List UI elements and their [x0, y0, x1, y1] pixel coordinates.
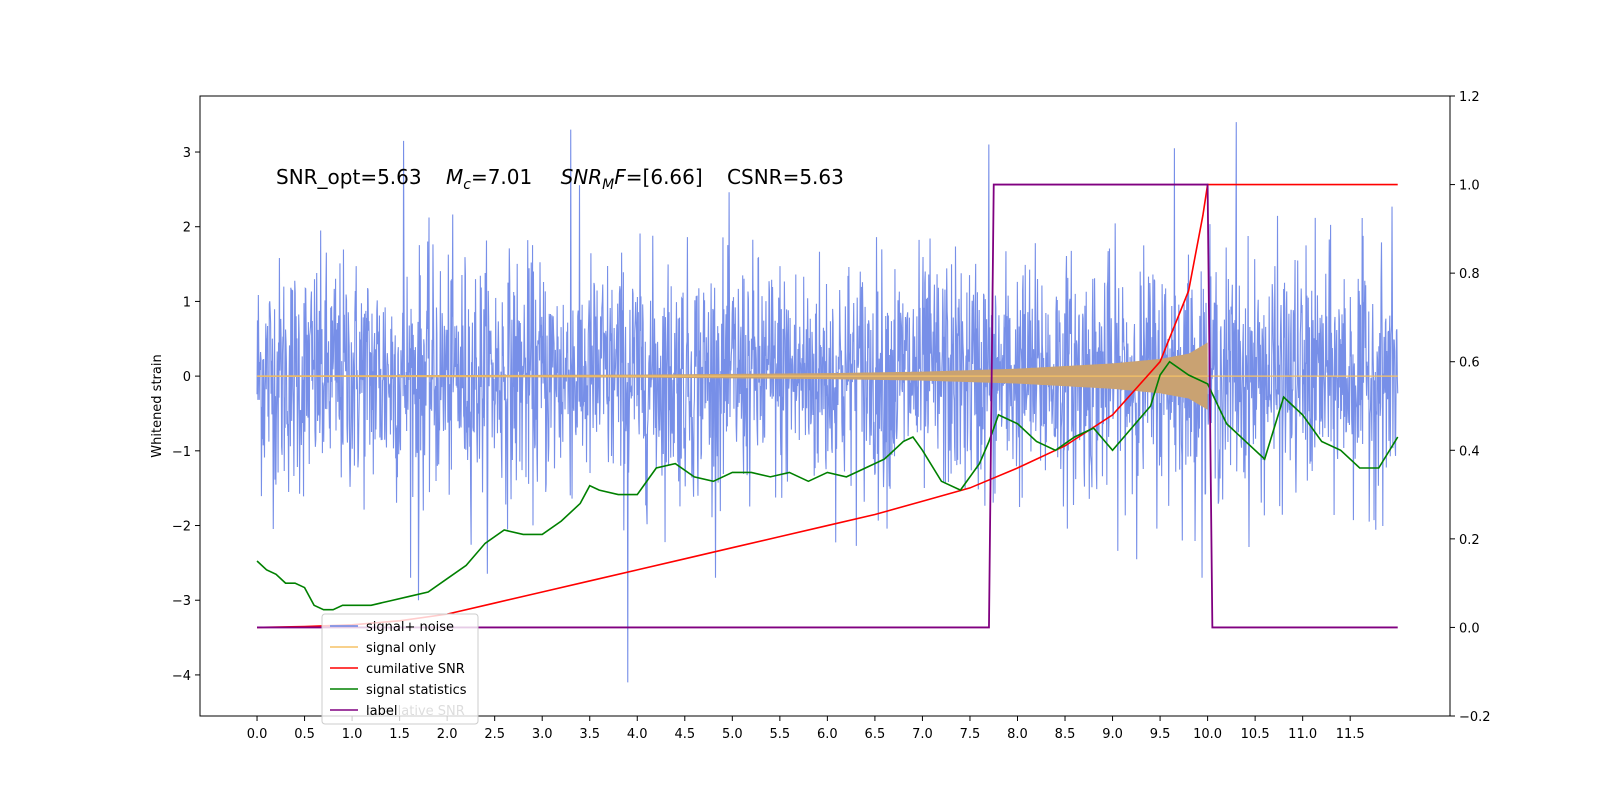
- legend-ghost-text: cumilative SNR: [366, 704, 465, 719]
- axes: 0.0 0.5 1.0 1.5 2.0 2.5 3.0 3.5 4.0 4.5 5.0 5.5 6.0 6…: [172, 90, 1491, 742]
- y2-tick-label: 0.0: [1459, 621, 1480, 636]
- x-tick-label: 4.5: [674, 727, 695, 742]
- y-tick-label: −1: [172, 445, 191, 460]
- annotation-snrmf-symbol: SNR: [561, 165, 603, 189]
- series-label: [257, 183, 1398, 629]
- x-tick-label: 11.5: [1336, 727, 1365, 742]
- x-tick-label: 10.0: [1193, 727, 1222, 742]
- y-tick-label: 1: [183, 295, 191, 310]
- plot-frame: [199, 95, 1451, 717]
- x-tick-label: 9.5: [1150, 727, 1171, 742]
- annotation-csnr: CSNR=5.63: [727, 165, 844, 189]
- y-tick-label: −4: [172, 669, 191, 684]
- x-tick-label: 2.5: [484, 727, 505, 742]
- y-axis-label: Whitened strain: [150, 354, 165, 457]
- x-tick-label: 2.0: [437, 727, 458, 742]
- y-tick-label: 2: [183, 221, 191, 236]
- y2-tick-label: 1.2: [1459, 90, 1480, 105]
- annotation-snrmf-subscript: M: [602, 177, 614, 193]
- y2-tick-label: 1.0: [1459, 179, 1480, 194]
- y2-tick-label: 0.6: [1459, 356, 1480, 371]
- x-tick-label: 9.0: [1102, 727, 1123, 742]
- y-tick-label: −2: [172, 520, 191, 535]
- legend-label-cumulative-snr: cumilative SNR: [366, 662, 465, 677]
- x-tick-label: 6.0: [817, 727, 838, 742]
- x-tick-label: 11.0: [1288, 727, 1317, 742]
- x-tick-label: 3.0: [532, 727, 553, 742]
- y2-tick-label: 0.4: [1459, 444, 1480, 459]
- annotation-mc-symbol: M: [446, 165, 463, 189]
- legend: cumilative SNR signal+ noise signal only…: [321, 613, 479, 725]
- x-tick-label: 1.5: [389, 727, 410, 742]
- legend-label-signal-statistics: signal statistics: [366, 683, 467, 698]
- x-tick-label: 8.0: [1007, 727, 1028, 742]
- y-tick-label: −3: [172, 594, 191, 609]
- y2-tick-label: 0.8: [1459, 267, 1480, 282]
- x-tick-label: 7.0: [912, 727, 933, 742]
- x-tick-label: 5.5: [770, 727, 791, 742]
- annotation-mc-value: =7.01: [471, 165, 532, 189]
- y-tick-label: 0: [183, 370, 191, 385]
- x-tick-label: 3.5: [579, 727, 600, 742]
- y-tick-label: 3: [183, 146, 191, 161]
- x-tick-label: 4.0: [627, 727, 648, 742]
- annotation-snrmf-f: F: [614, 165, 626, 189]
- x-tick-label: 8.5: [1055, 727, 1076, 742]
- annotation-snr-opt: SNR_opt=5.63: [276, 165, 422, 189]
- x-tick-label: 1.0: [342, 727, 363, 742]
- x-tick-label: 5.0: [722, 727, 743, 742]
- x-tick-label: 6.5: [865, 727, 886, 742]
- y2-tick-label: −0.2: [1459, 710, 1491, 725]
- annotation-mc-subscript: c: [463, 177, 471, 193]
- x-tick-label: 0.0: [247, 727, 268, 742]
- x-tick-label: 0.5: [294, 727, 315, 742]
- legend-label-label: label: [366, 704, 397, 719]
- series-signal-statistics: [256, 360, 1399, 611]
- annotation-text: SNR_opt=5.63 Mc=7.01 SNRMF=[6.66] CSNR=5…: [276, 165, 844, 193]
- annotation-snrmf-value: =[6.66]: [626, 165, 703, 189]
- x-tick-label: 10.5: [1241, 727, 1270, 742]
- series-signal-noise: [256, 122, 1399, 683]
- legend-label-signal-noise: signal+ noise: [366, 620, 454, 635]
- legend-box: [321, 613, 479, 725]
- y2-tick-label: 0.2: [1459, 533, 1480, 548]
- legend-label-signal-only: signal only: [366, 641, 436, 656]
- x-tick-label: 7.5: [960, 727, 981, 742]
